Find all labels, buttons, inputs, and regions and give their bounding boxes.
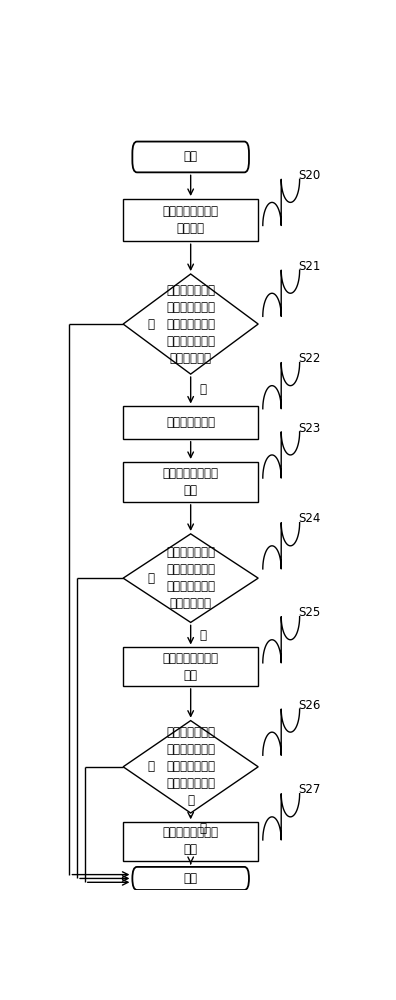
FancyBboxPatch shape: [132, 142, 249, 172]
Bar: [123, 199, 258, 241]
Text: 否: 否: [147, 318, 154, 331]
Bar: [123, 406, 258, 439]
Text: S21: S21: [298, 260, 320, 273]
Text: 判断采集到的指
纹信息是否与考
生数据单元中的
指纹信息吻合: 判断采集到的指 纹信息是否与考 生数据单元中的 指纹信息吻合: [166, 546, 215, 610]
Text: S25: S25: [298, 606, 320, 619]
Text: 调取该数据单元: 调取该数据单元: [166, 416, 215, 429]
FancyBboxPatch shape: [132, 867, 249, 890]
Polygon shape: [123, 721, 258, 813]
Polygon shape: [123, 274, 258, 374]
Text: 告知参考人员的座
位号: 告知参考人员的座 位号: [163, 826, 219, 856]
Text: 采集参考人员指纹
信息: 采集参考人员指纹 信息: [163, 467, 219, 497]
Text: S26: S26: [298, 699, 320, 712]
Bar: [123, 822, 258, 861]
Text: 判断采集到的面
部特征是否与考
生数据单元中的
面部特征信息吻
合: 判断采集到的面 部特征是否与考 生数据单元中的 面部特征信息吻 合: [166, 726, 215, 807]
Text: S24: S24: [298, 512, 320, 525]
Text: 采集参考人员的身
份证信息: 采集参考人员的身 份证信息: [163, 205, 219, 235]
Text: 是: 是: [200, 822, 206, 835]
Polygon shape: [123, 534, 258, 622]
Text: 结束: 结束: [184, 872, 198, 885]
Text: 开始: 开始: [184, 150, 198, 163]
Bar: [123, 462, 258, 502]
Text: 否: 否: [147, 760, 154, 773]
Text: 是: 是: [200, 629, 206, 642]
Text: 是: 是: [200, 383, 206, 396]
Text: S27: S27: [298, 783, 320, 796]
Text: 对考生信息库中
的考生数据单元
进行检索，判断
是否存在对应的
考生数据单元: 对考生信息库中 的考生数据单元 进行检索，判断 是否存在对应的 考生数据单元: [166, 284, 215, 365]
Text: 否: 否: [147, 572, 154, 585]
Text: S20: S20: [298, 169, 320, 182]
Bar: [123, 647, 258, 686]
Text: S22: S22: [298, 352, 320, 365]
Text: S23: S23: [298, 422, 320, 434]
Text: 采集参考人员面部
特征: 采集参考人员面部 特征: [163, 652, 219, 682]
